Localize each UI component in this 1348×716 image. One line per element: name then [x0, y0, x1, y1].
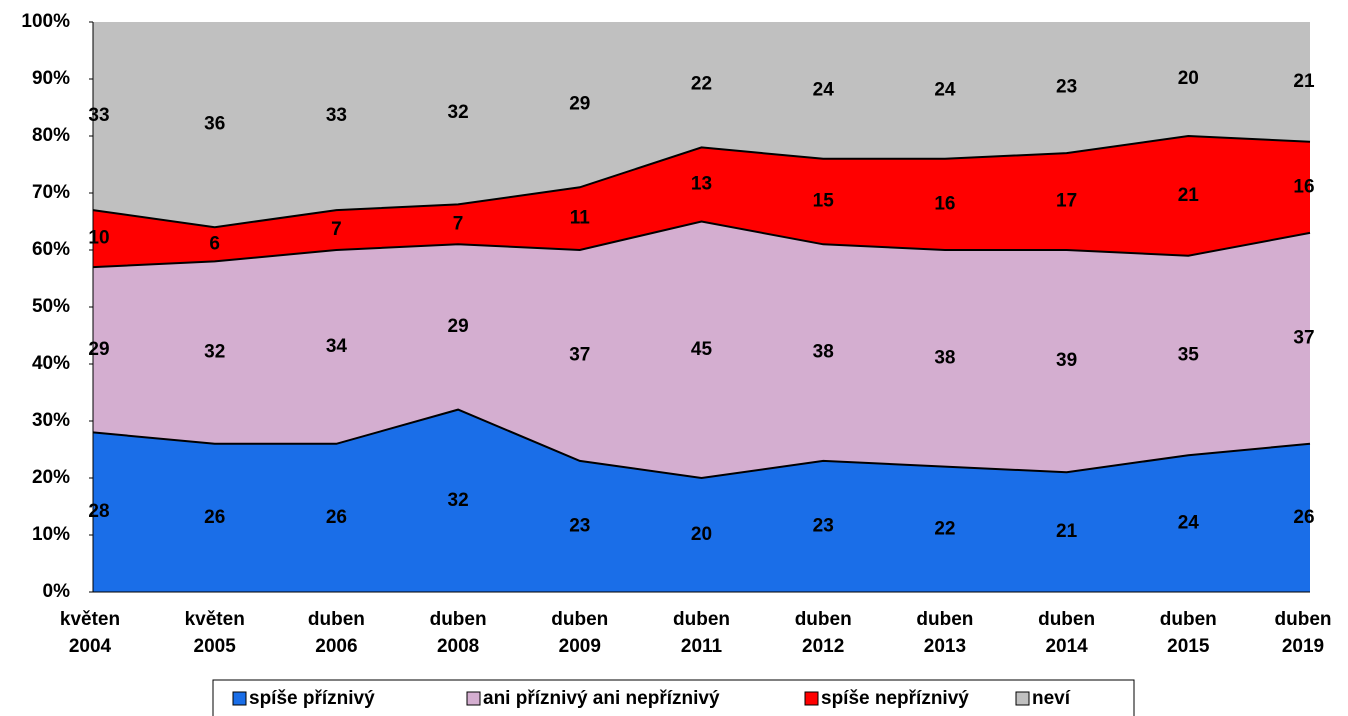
- x-tick-label: květen 2005: [185, 609, 245, 657]
- y-tick-label: 90%: [32, 68, 70, 89]
- data-label: 26: [326, 507, 347, 528]
- y-tick-label: 50%: [32, 296, 70, 317]
- y-tick-label: 60%: [32, 239, 70, 260]
- legend-swatch: [804, 691, 819, 706]
- data-label: 37: [1293, 327, 1314, 348]
- legend-swatch: [1015, 691, 1030, 706]
- data-label: 26: [1293, 507, 1314, 528]
- legend-swatch: [232, 691, 247, 706]
- data-label: 23: [813, 515, 834, 536]
- data-label: 24: [813, 79, 835, 100]
- data-label: 23: [1056, 77, 1077, 98]
- data-label: 38: [813, 342, 834, 363]
- legend-label: ani příznivý ani nepříznivý: [483, 688, 720, 709]
- y-tick-label: 40%: [32, 353, 70, 374]
- data-label: 38: [934, 347, 955, 368]
- data-label: 21: [1293, 71, 1315, 92]
- data-label: 7: [453, 213, 464, 234]
- area-edge: [92, 134, 1311, 229]
- x-tick-label: duben 2011: [673, 609, 730, 657]
- data-label: 32: [204, 342, 225, 363]
- area: [93, 136, 1310, 268]
- data-label: 24: [934, 79, 956, 100]
- data-label: 29: [88, 339, 109, 360]
- area: [93, 221, 1310, 478]
- x-tick-label: duben 2009: [551, 609, 608, 657]
- data-label: 34: [326, 336, 348, 357]
- data-label: 37: [569, 344, 590, 365]
- legend-label: neví: [1032, 688, 1071, 709]
- data-label: 22: [934, 518, 955, 539]
- data-label: 16: [1293, 176, 1314, 197]
- legend-box: [212, 679, 1135, 716]
- data-label: 17: [1056, 191, 1077, 212]
- x-tick-label: duben 2012: [795, 609, 852, 657]
- x-tick-label: duben 2014: [1038, 609, 1095, 657]
- data-label: 39: [1056, 350, 1077, 371]
- data-label: 35: [1178, 344, 1200, 365]
- y-tick-label: 30%: [32, 410, 70, 431]
- y-tick-label: 10%: [32, 524, 70, 545]
- x-tick-label: duben 2008: [430, 609, 487, 657]
- x-tick-label: duben 2019: [1275, 609, 1332, 657]
- data-label: 33: [326, 105, 347, 126]
- data-label: 6: [209, 233, 220, 254]
- x-tick-label: duben 2006: [308, 609, 365, 657]
- data-label: 16: [934, 193, 955, 214]
- data-label: 7: [331, 219, 342, 240]
- y-tick-label: 70%: [32, 182, 70, 203]
- data-label: 33: [88, 105, 109, 126]
- y-tick-label: 80%: [32, 125, 70, 146]
- x-tick-label: duben 2015: [1160, 609, 1217, 657]
- data-label: 22: [691, 74, 712, 95]
- data-label: 20: [691, 524, 712, 545]
- y-tick-label: 20%: [32, 467, 70, 488]
- area-edge: [92, 220, 1311, 269]
- data-label: 21: [1056, 521, 1078, 542]
- data-label: 45: [691, 339, 713, 360]
- data-label: 32: [448, 490, 469, 511]
- y-tick-label: 100%: [21, 11, 70, 32]
- data-label: 20: [1178, 68, 1199, 89]
- data-label: 23: [569, 515, 590, 536]
- x-tick-label: květen 2004: [60, 609, 120, 657]
- legend-swatch: [466, 691, 481, 706]
- legend-label: spíše nepříznivý: [821, 688, 969, 709]
- data-label: 21: [1178, 185, 1200, 206]
- data-label: 13: [691, 173, 712, 194]
- x-tick-label: duben 2013: [916, 609, 973, 657]
- data-label: 29: [448, 316, 469, 337]
- data-label: 36: [204, 114, 225, 135]
- data-label: 26: [204, 507, 225, 528]
- area-edge: [92, 408, 1311, 480]
- area: [93, 409, 1310, 592]
- y-tick-label: 0%: [43, 581, 71, 602]
- area: [93, 22, 1310, 228]
- data-label: 28: [88, 501, 109, 522]
- legend-label: spíše příznivý: [249, 688, 375, 709]
- data-label: 32: [448, 102, 469, 123]
- data-label: 10: [88, 228, 109, 249]
- data-label: 24: [1178, 513, 1200, 534]
- data-label: 11: [570, 208, 591, 229]
- data-label: 15: [813, 191, 835, 212]
- data-label: 29: [569, 94, 590, 115]
